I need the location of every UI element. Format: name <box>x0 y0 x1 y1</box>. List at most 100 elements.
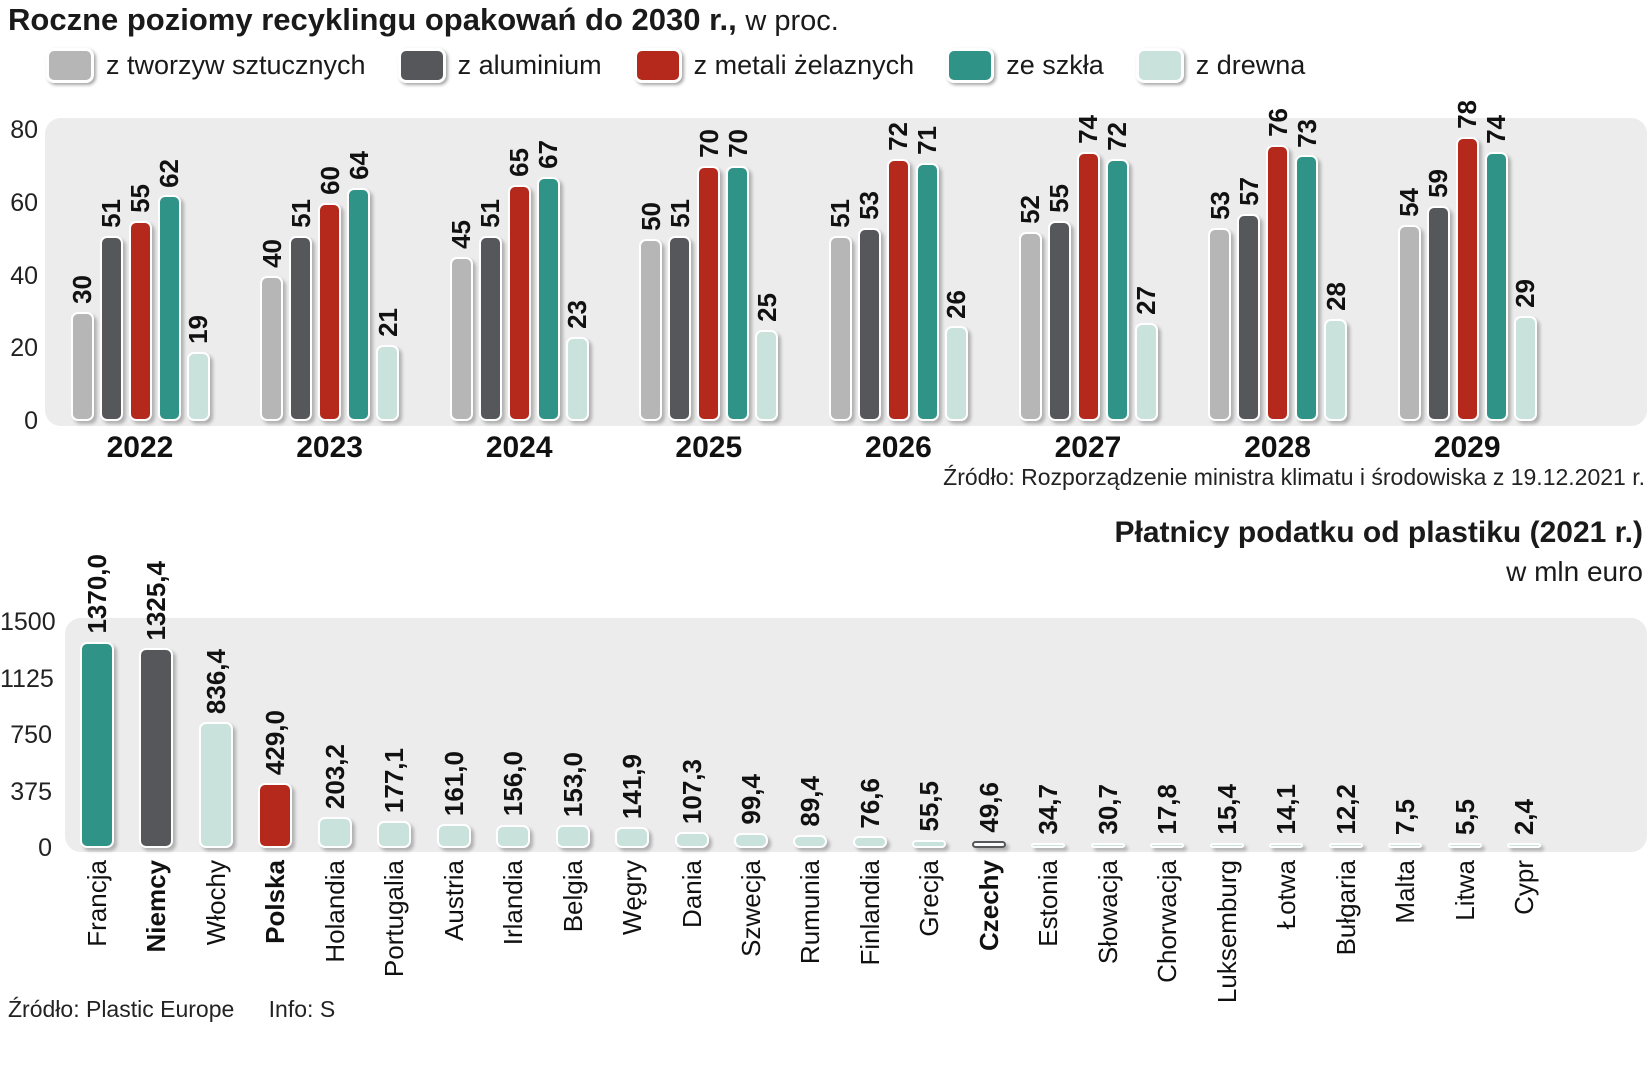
bar <box>734 833 769 848</box>
bar-value-label: 74 <box>1073 114 1103 144</box>
y-axis-tick-label: 40 <box>10 261 38 290</box>
bar <box>555 824 590 848</box>
bar <box>971 840 1006 848</box>
chart2-source-right: Info: S <box>268 996 336 1022</box>
y-axis-tick-label: 0 <box>24 407 38 435</box>
bar <box>376 344 400 421</box>
country-label: Polska <box>260 860 291 944</box>
bar-value-label: 23 <box>562 300 593 330</box>
bar-value-label: 17,8 <box>1152 784 1183 835</box>
country-label: Łotwa <box>1271 860 1302 930</box>
x-axis-year-label: 2028 <box>1244 431 1311 464</box>
legend-swatch-icon <box>46 48 94 83</box>
x-axis-year-label: 2029 <box>1433 431 1501 464</box>
bar <box>1328 843 1363 848</box>
bar <box>186 351 210 421</box>
bar-value-label: 19 <box>183 314 213 344</box>
bar-value-label: 49,6 <box>973 781 1004 833</box>
bar-value-label: 54 <box>1394 187 1425 217</box>
bar-value-label: 15,4 <box>1211 784 1242 835</box>
bar-value-label: 62 <box>154 158 184 188</box>
country-label: Włochy <box>200 860 231 946</box>
legend-item-label: z metali żelaznych <box>693 50 915 80</box>
bar <box>1018 231 1042 421</box>
bar-value-label: 57 <box>1233 176 1264 206</box>
bar <box>1209 843 1244 848</box>
chart1-legend: z tworzyw sztucznych z aluminium z metali … <box>46 48 1305 83</box>
bar <box>1484 151 1508 421</box>
bar-value-label: 156,0 <box>498 751 529 817</box>
country-label: Rumunia <box>795 860 826 965</box>
x-axis-year-label: 2023 <box>296 431 363 464</box>
bar-value-label: 67 <box>533 140 564 170</box>
bar <box>755 330 779 421</box>
bar-value-label: 5,5 <box>1449 798 1480 835</box>
y-axis-tick-label: 0 <box>38 834 52 862</box>
country-label: Bułgaria <box>1330 860 1361 956</box>
country-label: Cypr <box>1508 860 1539 915</box>
bar <box>507 184 531 421</box>
bar-value-label: 65 <box>504 147 535 177</box>
bar-value-label: 64 <box>343 151 374 181</box>
bar-value-label: 51 <box>664 198 695 228</box>
x-axis-year-label: 2024 <box>485 431 553 464</box>
bar-value-label: 72 <box>1102 122 1132 152</box>
chart1-source: Źródło: Rozporządzenie ministra klimatu … <box>943 464 1645 490</box>
bar <box>289 235 313 421</box>
country-label: Luksemburg <box>1211 860 1242 1004</box>
y-axis-tick-label: 80 <box>10 116 38 144</box>
bar <box>449 257 473 421</box>
country-label: Czechy <box>973 860 1004 952</box>
country-label: Austria <box>438 860 469 941</box>
bar <box>1513 315 1537 421</box>
bar-value-label: 30,7 <box>1092 784 1123 835</box>
bar-value-label: 78 <box>1452 100 1483 130</box>
bar-value-label: 29 <box>1510 278 1541 308</box>
bar-value-label: 89,4 <box>795 775 826 827</box>
bar <box>157 195 181 421</box>
bar <box>436 823 471 848</box>
chart2-unit-label: w mln euro <box>1506 556 1643 587</box>
bar <box>944 326 968 421</box>
country-label: Grecja <box>914 860 945 937</box>
bar-value-label: 53 <box>854 191 885 221</box>
bar-value-label: 177,1 <box>379 748 410 814</box>
bar <box>1208 228 1232 421</box>
bar <box>1426 206 1450 421</box>
bar-value-label: 28 <box>1320 282 1351 312</box>
bar <box>639 239 663 421</box>
bar-value-label: 70 <box>722 129 753 159</box>
bar-value-label: 55 <box>1044 184 1074 213</box>
bar-value-label: 45 <box>446 220 477 250</box>
legend-item-label: ze szkła <box>1006 50 1104 80</box>
bar-value-label: 72 <box>883 122 914 152</box>
x-axis-year-label: 2025 <box>675 431 743 464</box>
country-label: Belgia <box>557 860 588 933</box>
bar <box>1266 144 1290 421</box>
bar-value-label: 26 <box>941 289 972 319</box>
legend-swatch-icon <box>397 48 446 83</box>
bar <box>139 648 174 848</box>
bar <box>1388 843 1423 848</box>
bar-value-label: 50 <box>635 202 666 232</box>
country-label: Irlandia <box>498 860 529 946</box>
chart2-source: Źródło: Plastic Europe Info: S <box>8 996 335 1023</box>
legend-item: ze szkła <box>946 48 1104 83</box>
bar <box>668 235 692 421</box>
bar-value-label: 59 <box>1423 169 1454 199</box>
bar <box>915 162 939 421</box>
bar-value-label: 2,4 <box>1508 798 1539 835</box>
chart2-plot-background <box>65 618 1647 852</box>
y-axis-tick-label: 1500 <box>0 608 56 636</box>
x-axis-year-label: 2022 <box>106 431 174 464</box>
chart2-title: Płatnicy podatku od plastiku (2021 r.) <box>1114 516 1643 549</box>
bar-value-label: 14,1 <box>1271 784 1302 835</box>
country-label: Słowacja <box>1092 860 1123 965</box>
bar-value-label: 141,9 <box>617 753 648 819</box>
bar-value-label: 836,4 <box>200 648 231 714</box>
bar <box>793 834 828 848</box>
bar-value-label: 153,0 <box>557 751 588 817</box>
bar-value-label: 21 <box>372 307 403 337</box>
bar <box>726 166 750 421</box>
